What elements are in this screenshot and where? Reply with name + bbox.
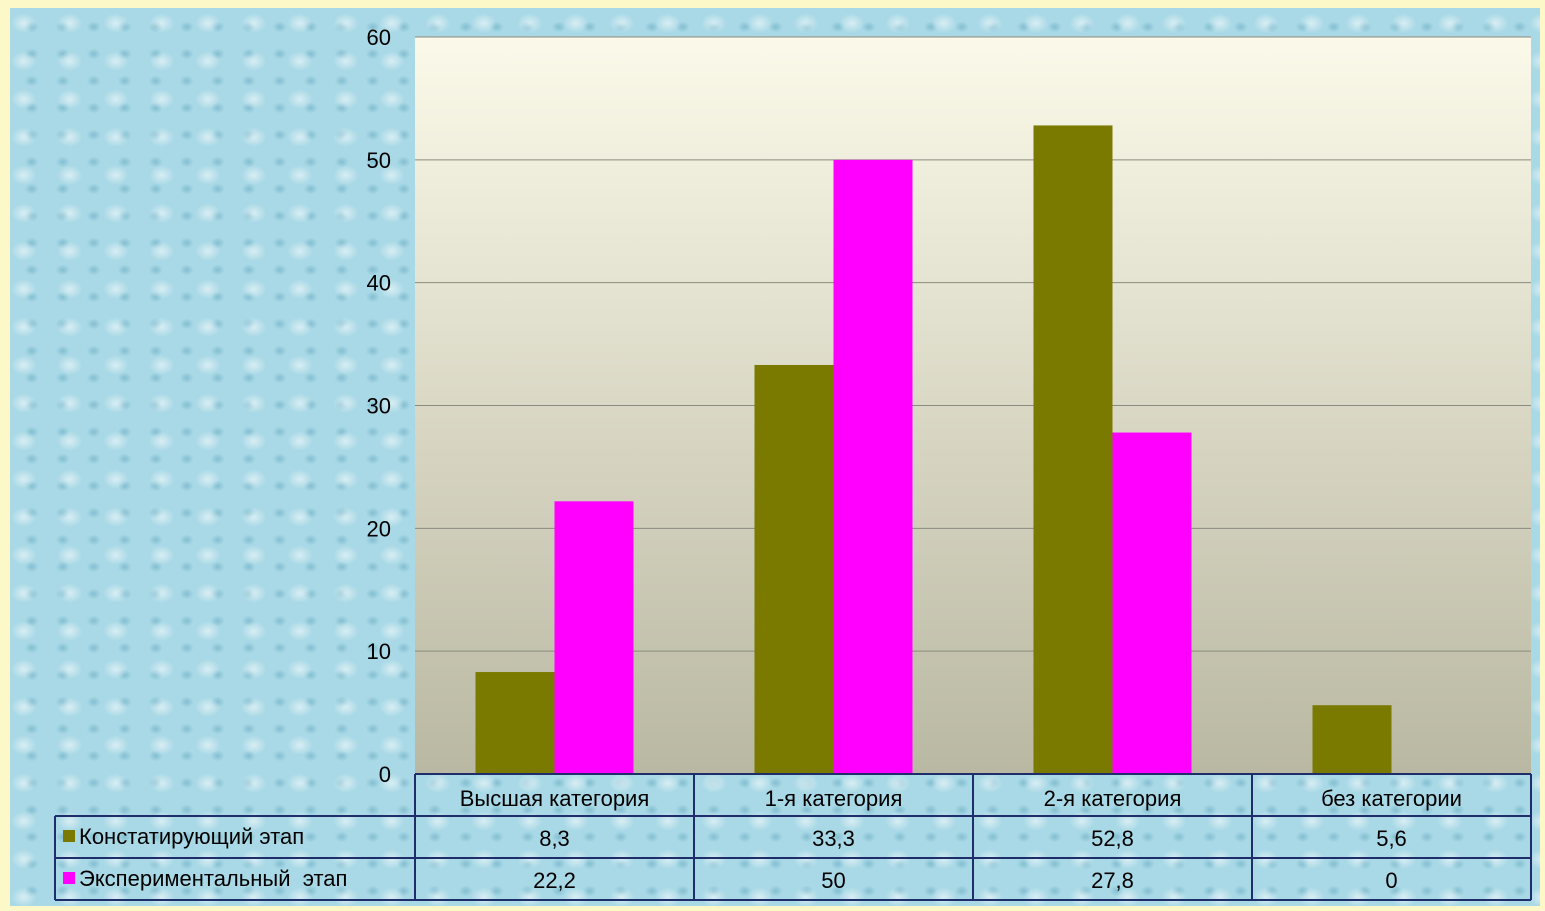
x-category-label: Высшая категория	[460, 786, 650, 811]
data-label: 0	[1385, 868, 1397, 893]
bar-series-1-3	[1033, 125, 1113, 774]
legend-swatch	[63, 872, 75, 884]
bar-series-2-3	[1112, 432, 1192, 774]
y-tick-label: 60	[367, 25, 391, 50]
data-label: 8,3	[539, 826, 570, 851]
legend-label: Констатирующий этап	[79, 824, 304, 849]
x-category-label: 1-я категория	[765, 786, 903, 811]
x-category-label: 2-я категория	[1044, 786, 1182, 811]
legend-label: Экспериментальный этап	[79, 866, 347, 891]
bar-series-2-2	[833, 159, 913, 775]
data-label: 22,2	[533, 868, 576, 893]
bar-series-1-2	[754, 364, 834, 774]
data-label: 27,8	[1091, 868, 1134, 893]
bar-series-2-1	[554, 501, 634, 774]
y-tick-label: 50	[367, 148, 391, 173]
y-tick-label: 40	[367, 271, 391, 296]
data-label: 52,8	[1091, 826, 1134, 851]
y-axis-ticks: 0 10 20 30 40 50 60	[367, 25, 391, 787]
y-tick-label: 0	[379, 762, 391, 787]
data-label: 5,6	[1376, 826, 1407, 851]
bar-series-1-1	[475, 672, 555, 774]
bar-series-1-4	[1312, 705, 1392, 774]
y-tick-label: 20	[367, 516, 391, 541]
bars	[475, 125, 1392, 775]
y-tick-label: 10	[367, 639, 391, 664]
data-label: 33,3	[812, 826, 855, 851]
data-table: Высшая категория 1-я категория 2-я категор…	[54, 773, 1532, 901]
x-category-label: без категории	[1321, 786, 1462, 811]
y-tick-label: 30	[367, 394, 391, 419]
legend-swatch	[63, 830, 75, 842]
data-label: 50	[821, 868, 845, 893]
